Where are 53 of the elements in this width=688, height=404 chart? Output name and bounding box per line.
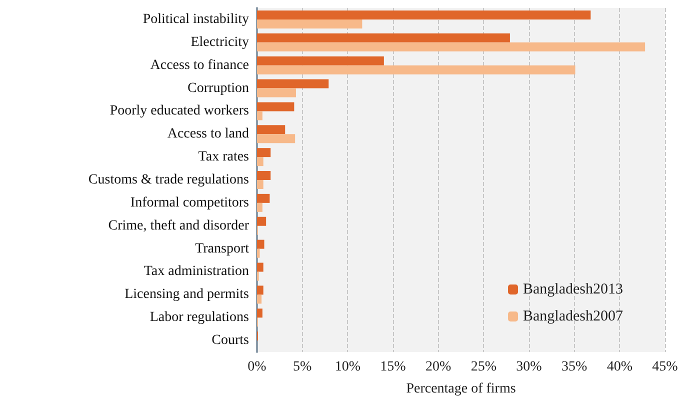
bar <box>257 134 296 144</box>
y-tick-label: Access to land <box>167 126 249 142</box>
bar <box>257 157 264 166</box>
bar <box>257 125 286 134</box>
x-tick-label: 35% <box>561 360 588 374</box>
x-axis-title: Percentage of firms <box>406 382 516 396</box>
y-tick-label: Courts <box>212 333 249 348</box>
x-tick-label: 25% <box>470 360 497 374</box>
bar <box>257 286 264 295</box>
legend-label: Bangladesh2013 <box>523 282 623 298</box>
y-tick-label: Electricity <box>190 34 249 50</box>
bar <box>257 308 262 318</box>
x-tick-label: 20% <box>425 360 452 374</box>
bar <box>257 10 591 20</box>
bar <box>257 216 266 226</box>
y-tick-label: Crime, theft and disorder <box>108 218 250 234</box>
y-tick-label: Poorly educated workers <box>110 104 249 119</box>
x-tick-label: 15% <box>380 360 406 374</box>
x-tick-label: 30% <box>516 360 542 374</box>
y-tick-label: Labor regulations <box>150 310 249 326</box>
y-tick-label: Tax rates <box>198 150 249 165</box>
bar <box>257 194 270 203</box>
y-tick-label: Customs & trade regulations <box>88 172 249 188</box>
bar <box>257 19 362 28</box>
x-tick-label: 5% <box>292 360 312 374</box>
bar <box>257 171 271 180</box>
y-tick-label: Access to finance <box>150 58 249 73</box>
bar <box>257 180 264 189</box>
bar <box>257 240 264 249</box>
y-tick-label: Corruption <box>188 80 249 96</box>
bar <box>257 202 262 212</box>
y-tick-label: Transport <box>195 241 250 256</box>
bar <box>257 56 384 66</box>
bar <box>257 262 264 272</box>
bar <box>257 111 262 120</box>
y-tick-label: Political instability <box>142 12 249 27</box>
x-tick-label: 10% <box>334 360 361 374</box>
bar <box>257 33 510 42</box>
x-tick-label: 40% <box>606 360 633 374</box>
bar <box>257 88 296 98</box>
x-tick-label: 45% <box>652 360 678 374</box>
bar <box>257 294 262 304</box>
bar <box>257 42 646 52</box>
x-tick-label: 0% <box>248 360 267 374</box>
bar <box>257 148 271 158</box>
bar <box>257 79 329 88</box>
y-tick-label: Informal competitors <box>130 195 249 210</box>
bar <box>257 65 576 74</box>
y-tick-label: Licensing and permits <box>124 287 249 302</box>
legend-label: Bangladesh2007 <box>523 308 624 324</box>
y-tick-label: Tax administration <box>144 264 249 280</box>
bar <box>257 248 260 258</box>
bar <box>257 102 294 112</box>
